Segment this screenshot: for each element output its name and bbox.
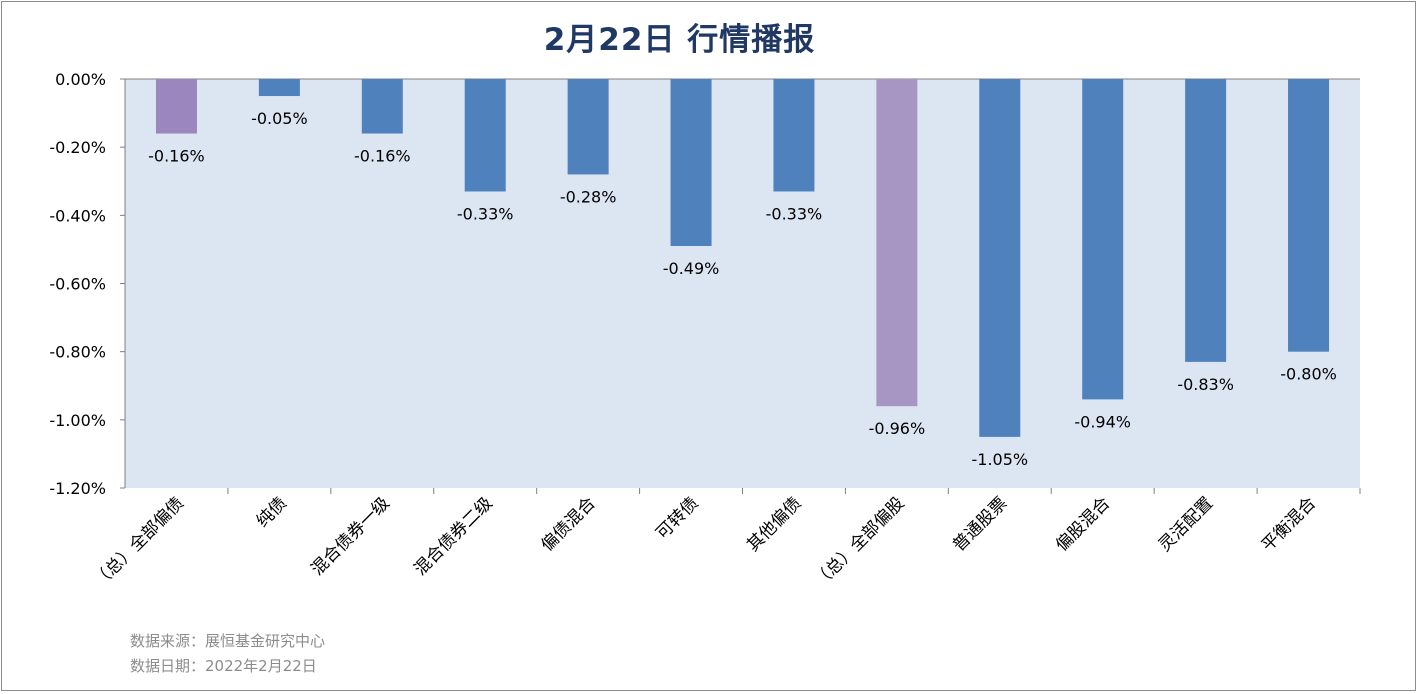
category-label-5: 偏债混合 bbox=[537, 493, 599, 555]
bar-2 bbox=[258, 79, 300, 97]
y-tick-label: -1.00% bbox=[49, 411, 106, 430]
bar-7 bbox=[773, 79, 815, 192]
category-label-11: 灵活配置 bbox=[1155, 493, 1217, 555]
category-label-8: （总）全部偏股 bbox=[810, 493, 908, 591]
data-label-10: -0.94% bbox=[1074, 412, 1131, 431]
y-tick-label: -0.80% bbox=[49, 343, 106, 362]
bar-11 bbox=[1185, 79, 1227, 362]
y-tick-label: -0.60% bbox=[49, 275, 106, 294]
category-label-1: （总）全部偏债 bbox=[90, 493, 188, 591]
category-label-10: 偏股混合 bbox=[1052, 493, 1114, 555]
category-label-3: 混合债券一级 bbox=[308, 493, 394, 579]
data-label-7: -0.33% bbox=[766, 204, 823, 223]
data-label-11: -0.83% bbox=[1177, 375, 1234, 394]
bar-1 bbox=[155, 79, 197, 134]
y-tick-label: -0.20% bbox=[49, 138, 106, 157]
bar-8 bbox=[876, 79, 918, 407]
y-tick-label: -0.40% bbox=[49, 206, 106, 225]
data-label-12: -0.80% bbox=[1280, 365, 1337, 384]
y-tick-label: 0.00% bbox=[55, 70, 106, 89]
data-label-3: -0.16% bbox=[354, 147, 411, 166]
data-source-note: 数据来源：展恒基金研究中心 bbox=[130, 632, 326, 650]
data-date-note: 数据日期：2022年2月22日 bbox=[130, 657, 317, 675]
plot-area bbox=[125, 79, 1360, 488]
category-label-7: 其他偏债 bbox=[743, 493, 805, 555]
data-label-6: -0.49% bbox=[663, 259, 720, 278]
data-label-2: -0.05% bbox=[251, 109, 308, 128]
bar-4 bbox=[464, 79, 506, 192]
data-label-5: -0.28% bbox=[560, 187, 617, 206]
category-label-2: 纯债 bbox=[253, 493, 291, 531]
bar-9 bbox=[979, 79, 1021, 437]
y-tick-label: -1.20% bbox=[49, 479, 106, 498]
chart-title: 2月22日 行情播报 bbox=[543, 22, 816, 58]
bar-5 bbox=[567, 79, 609, 175]
bar-12 bbox=[1288, 79, 1330, 352]
bar-3 bbox=[361, 79, 403, 134]
category-label-6: 可转债 bbox=[652, 493, 702, 543]
data-label-9: -1.05% bbox=[971, 450, 1028, 469]
category-label-12: 平衡混合 bbox=[1258, 493, 1320, 555]
bar-10 bbox=[1082, 79, 1124, 400]
data-label-4: -0.33% bbox=[457, 204, 514, 223]
category-label-9: 普通股票 bbox=[949, 493, 1011, 555]
data-label-8: -0.96% bbox=[869, 419, 926, 438]
bar-6 bbox=[670, 79, 712, 247]
category-label-4: 混合债券二级 bbox=[410, 493, 496, 579]
data-label-1: -0.16% bbox=[148, 147, 205, 166]
